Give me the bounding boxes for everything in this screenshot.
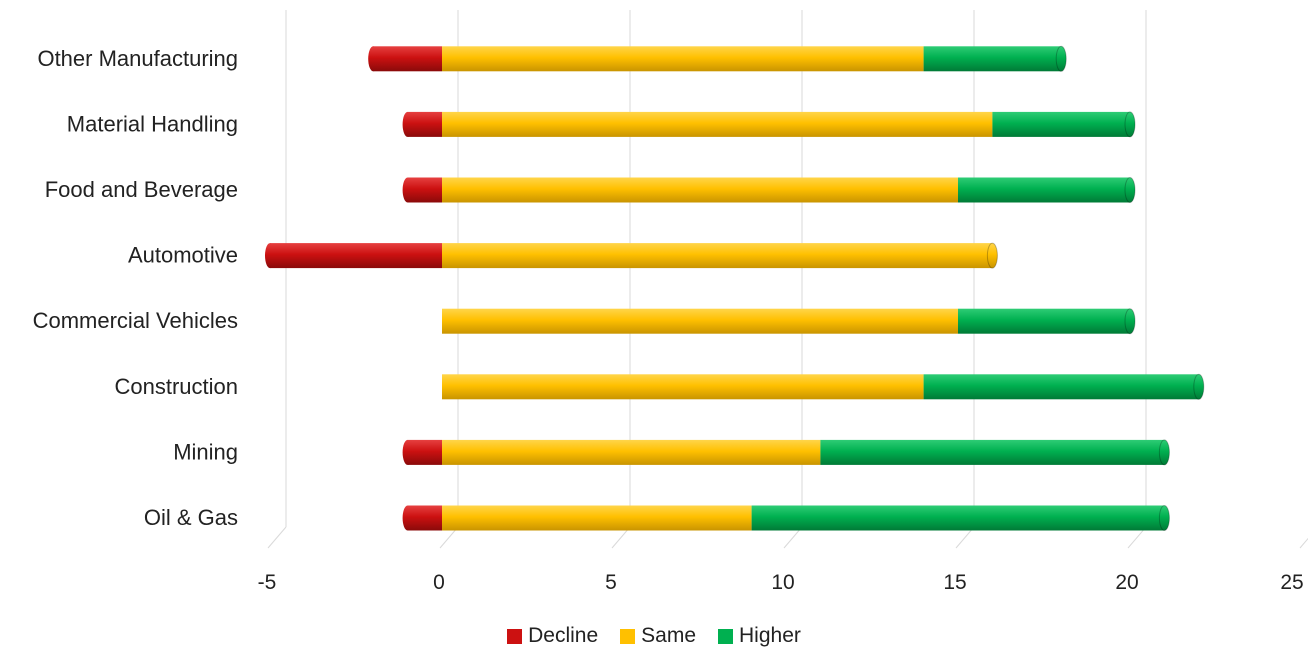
bar-end-cap bbox=[986, 242, 998, 269]
bars bbox=[265, 45, 1205, 531]
bar-decline bbox=[402, 505, 442, 531]
legend-swatch-same bbox=[620, 628, 636, 644]
x-tick-label: -5 bbox=[258, 571, 277, 594]
bar-decline bbox=[368, 46, 442, 72]
bar-end-cap bbox=[1124, 111, 1136, 138]
legend-item-same: Same bbox=[620, 624, 696, 648]
legend: Decline Same Higher bbox=[0, 624, 1308, 648]
x-tick-label: 10 bbox=[771, 571, 794, 594]
bar-higher bbox=[923, 374, 1199, 400]
bar-higher bbox=[958, 308, 1130, 334]
x-tick-label: 5 bbox=[605, 571, 617, 594]
floor-line bbox=[267, 526, 287, 549]
category-label: Other Manufacturing bbox=[37, 46, 238, 71]
bar-chart: Oil & Gas Mining Construction Commercial Ve… bbox=[33, 10, 1308, 594]
bar-higher bbox=[820, 439, 1165, 465]
bar-same bbox=[442, 243, 993, 269]
floor-line bbox=[1299, 537, 1308, 549]
x-tick-label: 20 bbox=[1115, 571, 1138, 594]
legend-label-higher: Higher bbox=[739, 624, 801, 647]
bar-higher bbox=[958, 177, 1130, 203]
legend-item-decline: Decline bbox=[507, 624, 598, 648]
legend-label-same: Same bbox=[641, 624, 697, 647]
bar-decline bbox=[402, 177, 442, 203]
x-tick-label: 25 bbox=[1280, 571, 1303, 594]
x-tick-label: 15 bbox=[943, 571, 966, 594]
bar-end-cap bbox=[1124, 177, 1136, 203]
legend-label-decline: Decline bbox=[528, 624, 599, 647]
bar-same bbox=[442, 374, 924, 400]
category-label: Mining bbox=[173, 439, 238, 464]
x-tick-label: 0 bbox=[433, 571, 445, 594]
category-label: Commercial Vehicles bbox=[33, 308, 238, 333]
bar-higher bbox=[923, 46, 1062, 72]
category-label: Oil & Gas bbox=[144, 505, 238, 530]
bar-end-cap bbox=[1158, 439, 1170, 466]
bar-same bbox=[442, 308, 958, 334]
bar-decline bbox=[402, 111, 442, 137]
bar-same bbox=[442, 111, 993, 137]
category-labels: Oil & Gas Mining Construction Commercial Ve… bbox=[33, 46, 238, 530]
category-label: Food and Beverage bbox=[45, 177, 238, 202]
gridlines bbox=[267, 10, 1308, 549]
bar-same bbox=[442, 439, 821, 465]
legend-swatch-decline bbox=[507, 628, 523, 644]
bar-end-cap bbox=[1055, 45, 1067, 72]
bar-end-cap bbox=[1193, 373, 1205, 400]
category-label: Construction bbox=[114, 374, 238, 399]
x-tick-labels: -5 0 5 10 15 20 25 bbox=[258, 571, 1304, 594]
bar-same bbox=[442, 505, 752, 531]
bar-higher bbox=[992, 111, 1130, 137]
bar-end-cap bbox=[1158, 505, 1170, 531]
legend-item-higher: Higher bbox=[718, 624, 801, 648]
bar-end-cap bbox=[1124, 308, 1136, 335]
bar-decline bbox=[265, 243, 442, 269]
legend-swatch-higher bbox=[718, 628, 734, 644]
bar-decline bbox=[402, 439, 442, 465]
category-label: Automotive bbox=[128, 243, 238, 268]
bar-same bbox=[442, 177, 958, 203]
category-label: Material Handling bbox=[67, 111, 238, 136]
bar-higher bbox=[751, 505, 1165, 531]
bar-same bbox=[442, 46, 924, 72]
